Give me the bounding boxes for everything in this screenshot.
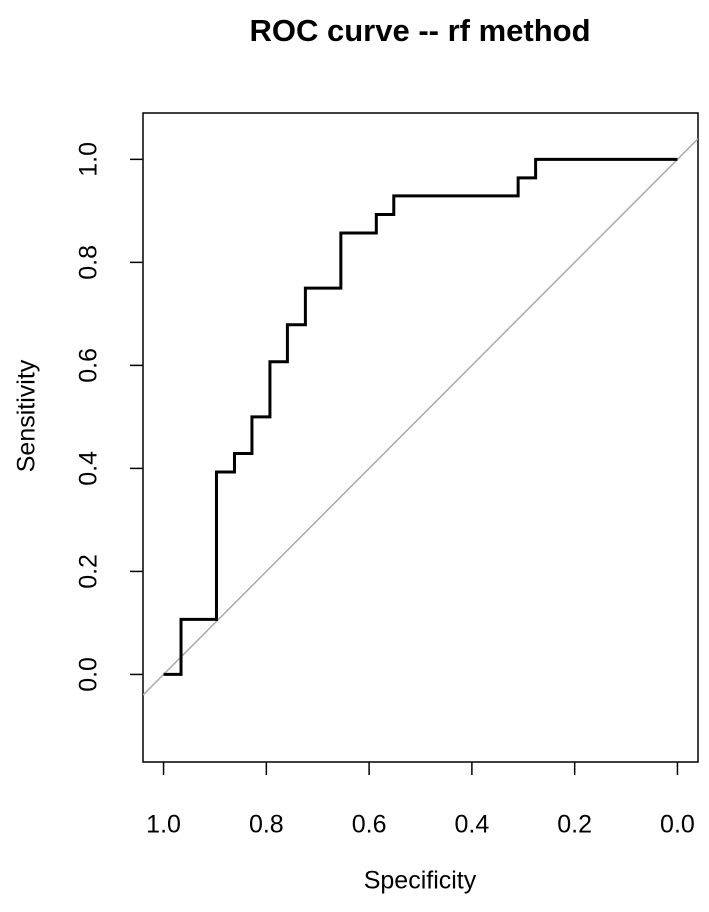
y-tick-label: 0.8 — [75, 245, 103, 280]
reference-line — [143, 138, 698, 696]
x-axis-label: Specificity — [364, 867, 477, 895]
y-tick-label: 0.4 — [75, 451, 103, 486]
x-tick-label: 0.0 — [660, 811, 695, 839]
y-tick-label: 0.0 — [75, 657, 103, 692]
plot-area — [143, 138, 698, 696]
plot-box — [142, 112, 699, 763]
x-tick-label: 0.6 — [352, 811, 387, 839]
x-tick-label: 1.0 — [146, 811, 181, 839]
chart-title: ROC curve -- rf method — [249, 13, 590, 48]
y-tick-label: 0.2 — [75, 554, 103, 589]
y-axis-label: Sensitivity — [13, 359, 41, 472]
y-tick-label: 1.0 — [75, 142, 103, 177]
x-tick-label: 0.2 — [557, 811, 592, 839]
x-tick-label: 0.4 — [455, 811, 490, 839]
x-tick-label: 0.8 — [249, 811, 284, 839]
roc-curve — [163, 157, 678, 676]
y-tick-label: 0.6 — [75, 348, 103, 383]
